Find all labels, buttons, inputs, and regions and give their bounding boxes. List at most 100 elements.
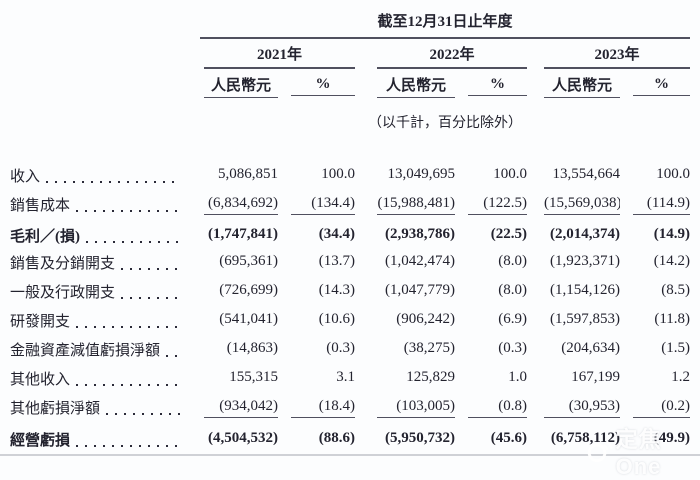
rmb-value-2022: (38,275) [403, 340, 455, 356]
rmb-value-2022: 125,829 [406, 369, 455, 385]
rmb-value-2021: (6,834,692) [204, 195, 278, 215]
dot-leader [121, 297, 180, 299]
percent-value-2022: (6.9) [498, 311, 527, 327]
table-row: 銷售成本 (6,834,692) (134.4) (15,988,481) (1… [10, 190, 691, 219]
rmb-value-2022: (1,042,474) [385, 253, 455, 269]
percent-value-2023: (114.9) [633, 195, 691, 215]
row-label: 金融資產減值虧損淨額 [10, 343, 161, 359]
table-row: 其他收入 155,315 3.1 125,829 1.0 167,199 1.2 [10, 364, 690, 393]
table-row: 金融資產減值虧損淨額 (14,863) (0.3) (38,275) (0.3)… [10, 335, 690, 364]
table-row: 其他虧損淨額 (934,042) (18.4) (103,005) (0.8) … [10, 393, 691, 422]
percent-value-2023: (14.9) [653, 226, 691, 242]
table-row: 銷售及分銷開支 (695,361) (13.7) (1,042,474) (8.… [10, 248, 690, 277]
rmb-value-2023: (1,923,371) [550, 253, 620, 269]
percent-value-2021: (34.4) [318, 226, 355, 242]
dot-leader [76, 210, 180, 212]
dot-leader [86, 241, 180, 243]
percent-value-2022: 1.0 [508, 369, 527, 385]
rmb-value-2021: (4,504,532) [208, 429, 278, 446]
percent-value-2022: (0.3) [498, 340, 527, 356]
rmb-value-2022: (906,242) [396, 311, 455, 327]
table-body: 收入 5,086,851 100.0 13,049,695 100.0 13,5… [10, 161, 691, 452]
year-header-2022: 2022年 [377, 43, 527, 69]
rmb-value-2023: (204,634) [561, 340, 620, 356]
dot-leader [166, 355, 180, 357]
percent-header: % [633, 76, 691, 96]
table-row: 研發開支 (541,041) (10.6) (906,242) (6.9) (1… [10, 306, 690, 335]
percent-value-2023: 100.0 [656, 166, 691, 182]
units-note-row: （以千計，百分比除外） [10, 100, 690, 144]
percent-value-2022: (122.5) [468, 195, 527, 215]
row-label: 研發開支 [10, 314, 71, 330]
percent-value-2022: (0.8) [468, 398, 527, 418]
period-title: 截至12月31日止年度 [200, 8, 691, 39]
rmb-value-2023: 167,199 [571, 369, 620, 385]
rmb-value-2021: (14,863) [226, 340, 278, 356]
rmb-value-2022: (1,047,779) [385, 282, 455, 298]
income-statement-table: 截至12月31日止年度 2021年 2022年 2023年 人民幣元 % 人民幣… [10, 8, 691, 452]
currency-header: 人民幣元 [544, 74, 620, 98]
rmb-value-2021: (934,042) [204, 398, 278, 418]
percent-value-2021: (14.3) [318, 282, 355, 298]
rmb-value-2023: (1,597,853) [550, 311, 620, 327]
rmb-value-2023: (6,758,112) [550, 429, 620, 446]
percent-value-2023: (0.2) [633, 398, 691, 418]
year-header-2021: 2021年 [204, 43, 355, 69]
rmb-value-2021: (726,699) [219, 282, 278, 298]
table-header-period: 截至12月31日止年度 [10, 8, 691, 39]
percent-value-2022: (8.0) [498, 253, 527, 269]
year-header-2023: 2023年 [544, 43, 691, 69]
financial-statement-page: 截至12月31日止年度 2021年 2022年 2023年 人民幣元 % 人民幣… [0, 8, 700, 479]
rmb-value-2022: 13,049,695 [387, 166, 456, 182]
row-label: 收入 [10, 169, 41, 185]
units-note: （以千計，百分比除外） [368, 116, 522, 131]
row-label: 其他收入 [10, 372, 71, 388]
rmb-value-2022: (2,938,786) [385, 226, 455, 242]
percent-value-2022: (45.6) [490, 429, 527, 446]
currency-header: 人民幣元 [204, 74, 278, 98]
rmb-value-2023: (30,953) [544, 398, 620, 418]
percent-value-2023: (49.9) [653, 429, 691, 446]
dot-leader [76, 444, 180, 447]
table-row: 收入 5,086,851 100.0 13,049,695 100.0 13,5… [10, 161, 690, 190]
rmb-value-2021: (695,361) [219, 253, 278, 269]
table-row: 毛利／(損) (1,747,841) (34.4) (2,938,786) (2… [10, 219, 690, 248]
rmb-value-2021: 5,086,851 [218, 166, 278, 182]
percent-value-2021: 3.1 [336, 369, 355, 385]
table-row: 經營虧損 (4,504,532) (88.6) (5,950,732) (45.… [10, 422, 690, 452]
table-header-years: 2021年 2022年 2023年 [10, 38, 691, 72]
currency-header: 人民幣元 [377, 74, 455, 98]
row-label: 銷售成本 [10, 198, 71, 214]
row-label: 銷售及分銷開支 [10, 256, 116, 272]
percent-value-2022: (8.0) [498, 282, 527, 298]
dot-leader [76, 384, 180, 386]
rmb-value-2022: (5,950,732) [385, 429, 455, 446]
rmb-value-2021: (541,041) [219, 311, 278, 327]
row-label: 其他虧損淨額 [10, 401, 101, 417]
row-label: 一般及行政開支 [10, 285, 116, 301]
rmb-value-2023: (15,569,038) [544, 195, 620, 215]
rmb-value-2021: (1,747,841) [208, 226, 278, 242]
dot-leader [121, 268, 180, 270]
rmb-value-2022: (15,988,481) [377, 195, 455, 215]
percent-value-2023: (11.8) [654, 311, 691, 327]
rmb-value-2023: (2,014,374) [550, 226, 620, 242]
percent-header: % [291, 76, 355, 96]
dot-leader [106, 413, 180, 415]
row-label: 經營虧損 [10, 432, 71, 449]
percent-value-2021: (13.7) [318, 253, 355, 269]
percent-value-2021: (134.4) [291, 195, 355, 215]
percent-value-2021: (18.4) [291, 398, 355, 418]
percent-value-2022: 100.0 [493, 166, 527, 182]
percent-value-2023: (1.5) [661, 340, 691, 356]
rmb-value-2022: (103,005) [377, 398, 455, 418]
percent-value-2021: (10.6) [318, 311, 355, 327]
percent-value-2021: 100.0 [321, 166, 355, 182]
dot-leader [46, 181, 180, 183]
percent-value-2023: 1.2 [671, 369, 691, 385]
rmb-value-2021: 155,315 [229, 369, 278, 385]
row-label: 毛利／(損) [10, 229, 80, 245]
percent-header: % [468, 76, 527, 96]
table-row: 一般及行政開支 (726,699) (14.3) (1,047,779) (8.… [10, 277, 690, 306]
rmb-value-2023: (1,154,126) [550, 282, 620, 298]
